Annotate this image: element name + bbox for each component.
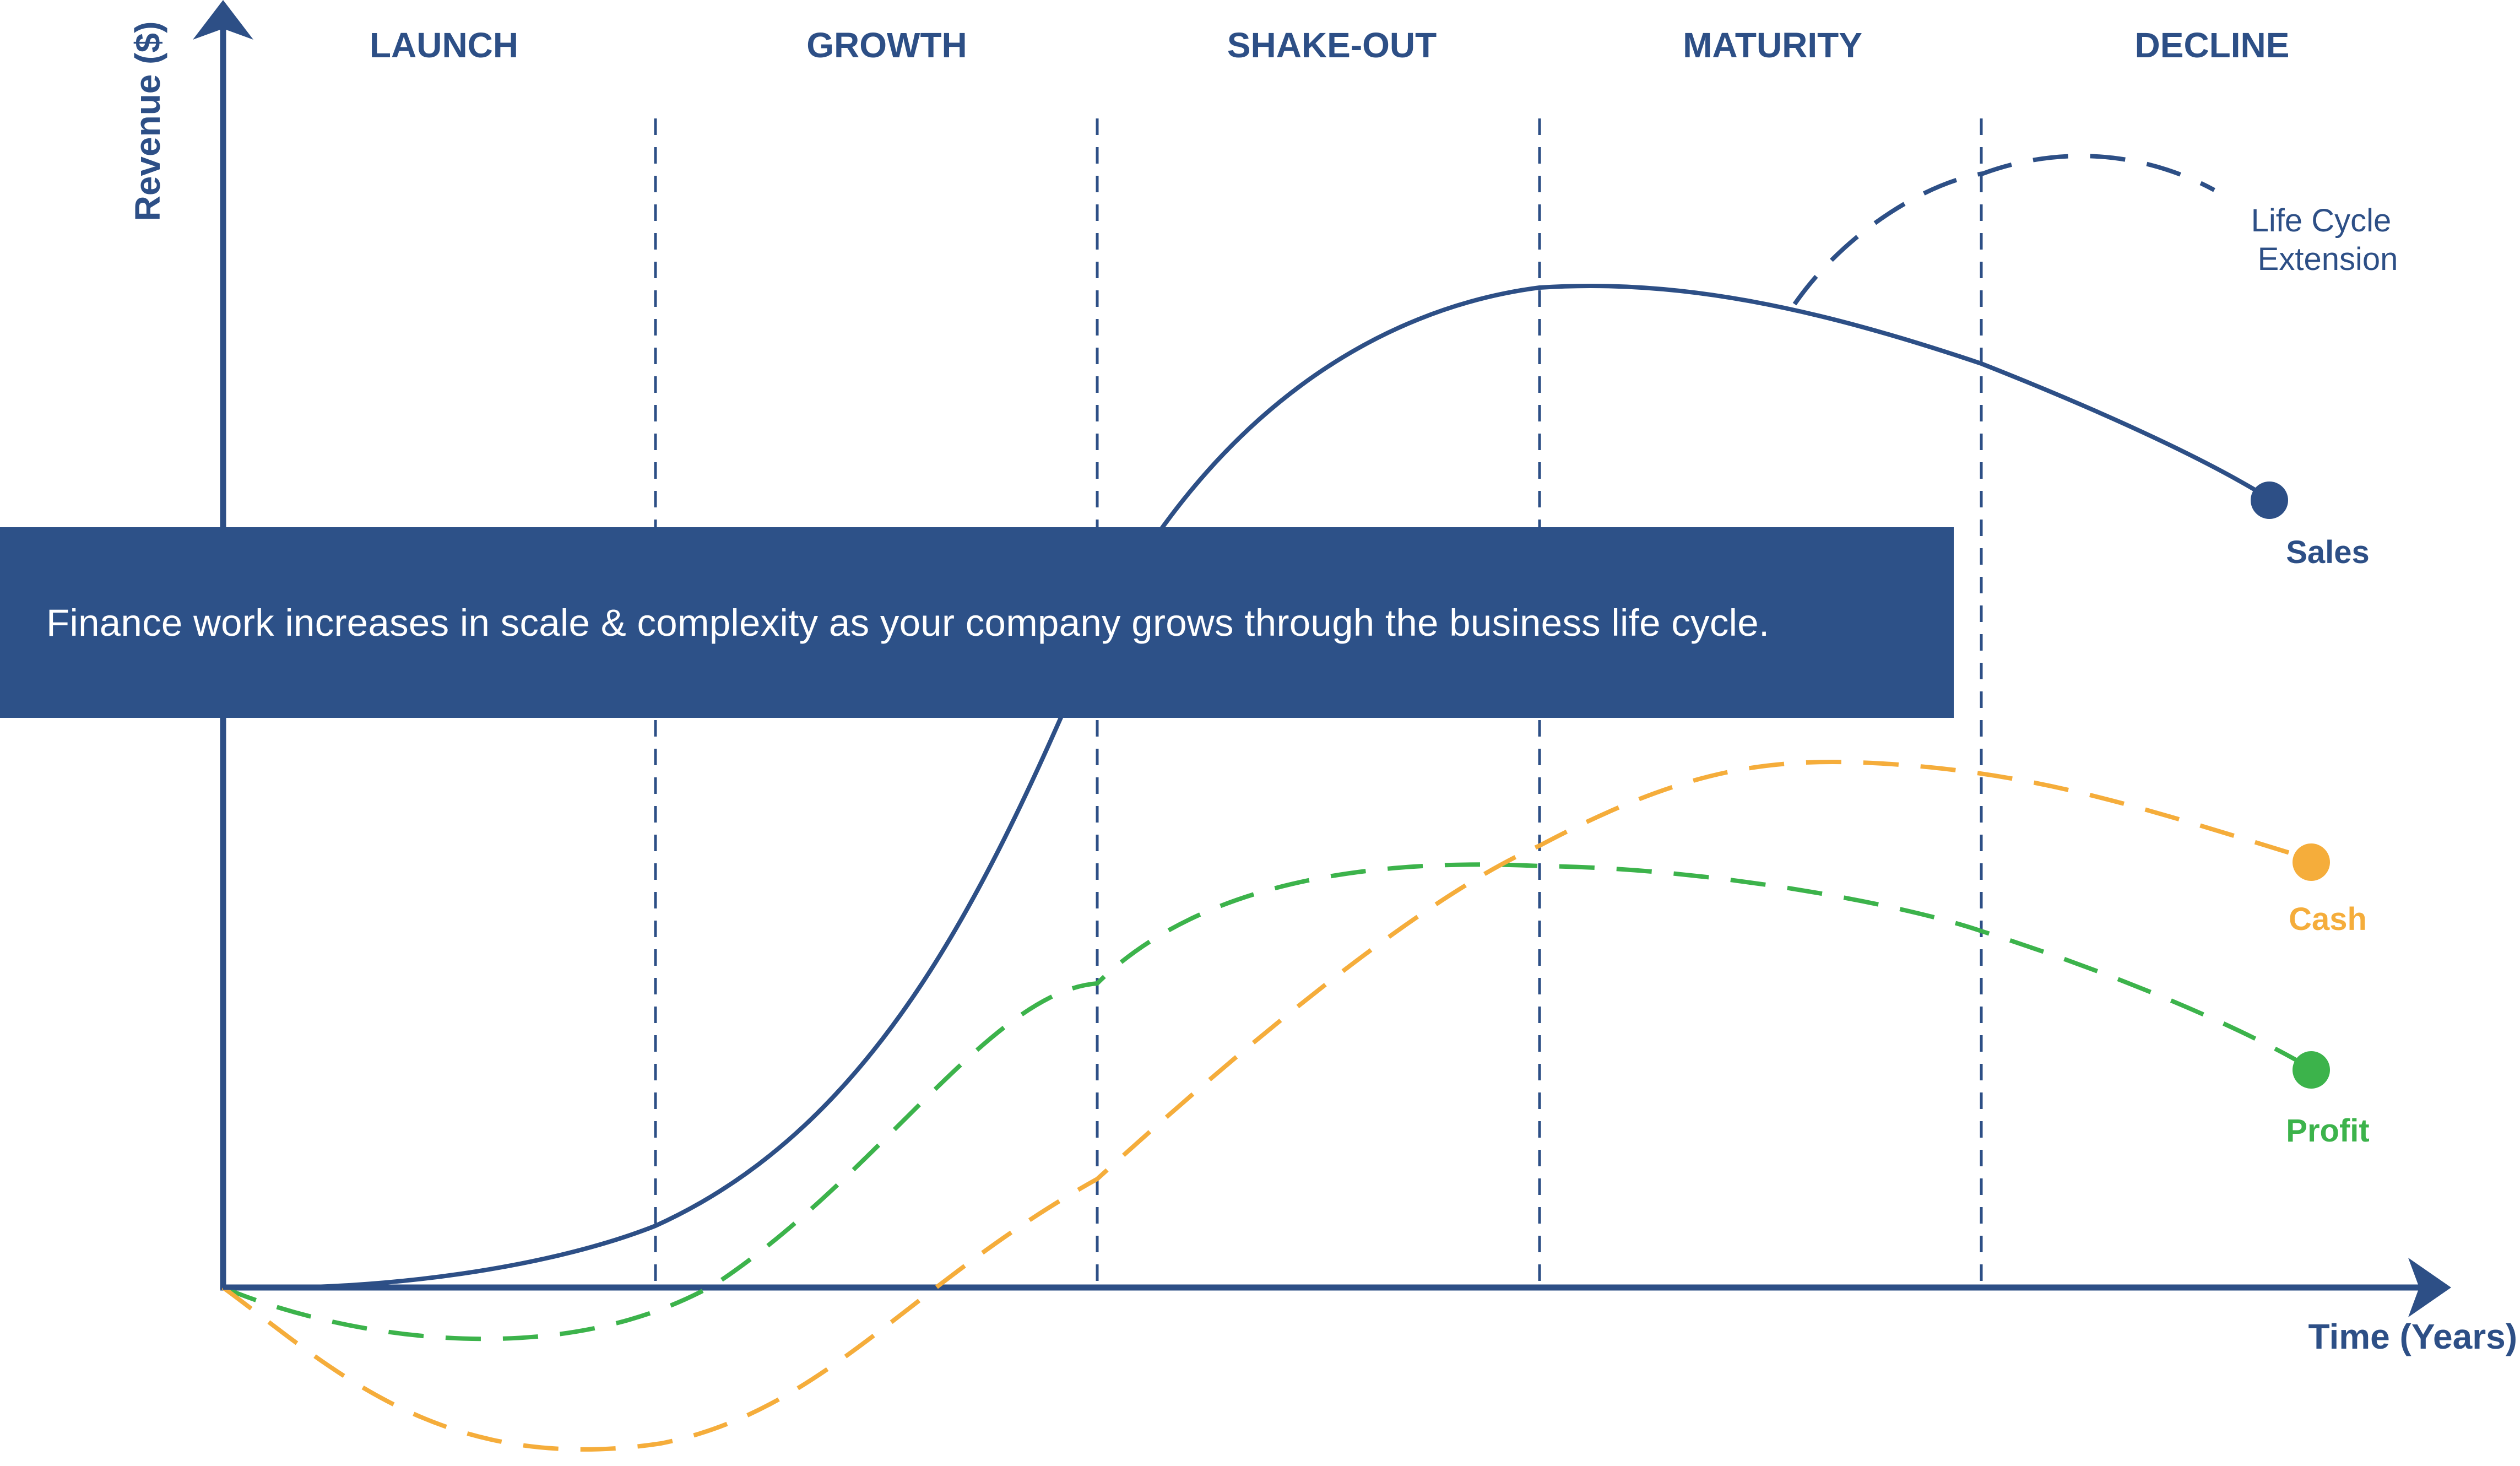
y-axis-arrowhead [193,0,253,40]
x-axis-label: Time (Years) [2308,1317,2517,1356]
banner-text: Finance work increases in scale & comple… [46,601,1770,644]
stage-heading-shake-out: SHAKE-OUT [1227,25,1437,65]
cash-curve [221,760,2312,1452]
y-axis-label: Revenue ($) [128,21,167,221]
x-axis-arrowhead [2408,1258,2451,1317]
cash-end-marker [2293,843,2330,881]
sales-label: Sales [2286,534,2370,570]
stage-heading-launch: LAUNCH [370,25,518,65]
profit-curve [222,862,2313,1341]
stage-heading-maturity: MATURITY [1683,25,1862,65]
life-cycle-extension-label-line-2: Extension [2258,241,2398,277]
profit-label: Profit [2286,1113,2369,1149]
stage-heading-growth: GROWTH [806,25,967,65]
life-cycle-extension-label: Life Cycle Extension [2251,203,2400,277]
cash-label: Cash [2289,901,2367,937]
sales-end-marker [2251,482,2288,519]
life-cycle-extension-label-line-1: Life Cycle [2251,203,2392,239]
life-cycle-extension-curve [1792,154,2215,306]
finance-work-banner: Finance work increases in scale & comple… [0,527,1954,718]
sales-curve [223,284,2271,1290]
profit-end-marker [2293,1051,2330,1089]
stage-heading-decline: DECLINE [2135,25,2290,65]
